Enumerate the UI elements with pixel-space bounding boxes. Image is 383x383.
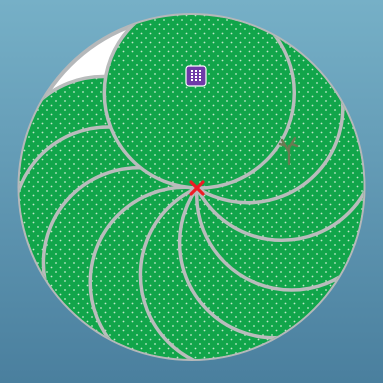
grid-token-icon[interactable]: [185, 65, 207, 87]
petal-group: [19, 15, 364, 359]
x-mark-icon[interactable]: [189, 180, 205, 196]
petal-circle: [102, 15, 297, 190]
sprout-icon: [278, 136, 299, 166]
